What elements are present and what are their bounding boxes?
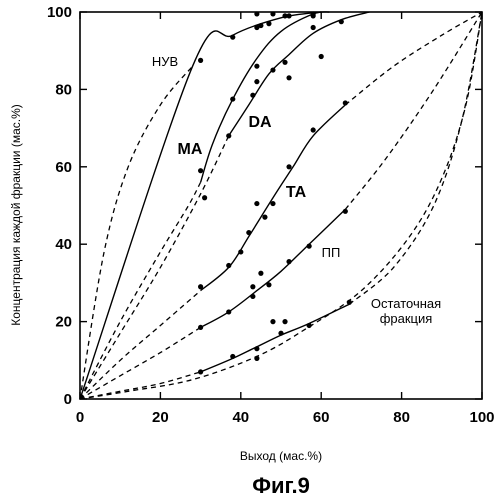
data-point (250, 284, 255, 289)
data-point (311, 25, 316, 30)
data-point (319, 54, 324, 59)
data-point (226, 309, 231, 314)
data-point (270, 319, 275, 324)
extra-dashed-curve (80, 12, 482, 399)
y-tick-label: 20 (55, 314, 72, 331)
series-label: МА (178, 141, 203, 158)
data-point (198, 58, 203, 63)
data-point (226, 133, 231, 138)
y-tick-label: 100 (47, 4, 72, 21)
series-label: Остаточнаяфракция (371, 296, 441, 326)
x-tick-label: 100 (469, 409, 494, 426)
data-point (254, 346, 259, 351)
data-point (250, 93, 255, 98)
y-tick-label: 60 (55, 159, 72, 176)
data-point (343, 100, 348, 105)
series-label: НУВ (152, 54, 178, 69)
series-label: ПП (322, 245, 341, 260)
data-point (282, 60, 287, 65)
x-axis-label: Выход (мас.%) (240, 449, 322, 463)
data-point (286, 164, 291, 169)
data-point (266, 21, 271, 26)
data-point (238, 249, 243, 254)
series-dashed-curve-end (345, 12, 482, 209)
data-point (262, 215, 267, 220)
axes: 0 20 40 60 80 100 0 20 40 60 80 100 (47, 4, 495, 426)
series-label: ТА (286, 184, 307, 201)
data-point (286, 259, 291, 264)
x-tick-label: 40 (232, 409, 249, 426)
data-point (198, 325, 203, 330)
data-point (270, 11, 275, 16)
series-line (201, 304, 350, 372)
data-point (339, 19, 344, 24)
series-labels: НУВ МА DA ТА ПП Остаточнаяфракция (152, 54, 441, 326)
series-dashed-curve-end (345, 12, 482, 105)
curves (80, 12, 482, 399)
series-dashed-curve-end (349, 12, 482, 304)
data-point (307, 244, 312, 249)
data-point (230, 96, 235, 101)
data-point (230, 35, 235, 40)
y-tick-label: 0 (64, 391, 72, 408)
x-tick-label: 20 (152, 409, 169, 426)
data-point (311, 127, 316, 132)
data-point (198, 168, 203, 173)
series-dashed-curve (80, 372, 201, 399)
x-tick-label: 0 (76, 409, 84, 426)
data-point (198, 284, 203, 289)
data-point (198, 369, 203, 374)
series-line (201, 12, 330, 182)
data-point (254, 25, 259, 30)
data-point (226, 263, 231, 268)
data-point (254, 79, 259, 84)
plot-frame (80, 12, 482, 399)
data-points (198, 11, 352, 374)
data-point (254, 356, 259, 361)
data-point (282, 319, 287, 324)
y-tick-label: 40 (55, 236, 72, 253)
y-tick-label: 80 (55, 81, 72, 98)
data-point (246, 230, 251, 235)
series-line (201, 209, 346, 327)
x-tick-label: 60 (313, 409, 330, 426)
data-point (254, 201, 259, 206)
data-point (343, 209, 348, 214)
series-label: DA (248, 114, 272, 131)
data-point (258, 271, 263, 276)
data-point (286, 75, 291, 80)
data-point (266, 282, 271, 287)
series-line (201, 105, 346, 291)
data-point (254, 64, 259, 69)
data-point (270, 67, 275, 72)
x-tick-label: 80 (393, 409, 410, 426)
data-point (311, 13, 316, 18)
data-point (270, 201, 275, 206)
data-point (278, 331, 283, 336)
data-point (202, 195, 207, 200)
data-point (347, 300, 352, 305)
figure-title: Фиг.9 (252, 473, 310, 498)
y-axis-label: Концентрация каждой фракции (мас.%) (9, 104, 23, 326)
data-point (282, 13, 287, 18)
series-line (80, 12, 321, 399)
data-point (230, 354, 235, 359)
data-point (254, 11, 259, 16)
data-point (250, 294, 255, 299)
data-point (307, 323, 312, 328)
